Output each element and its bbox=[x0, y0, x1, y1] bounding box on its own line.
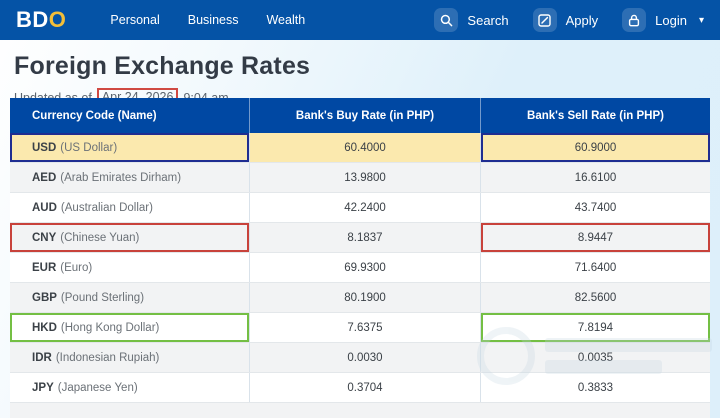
currency-name: (Indonesian Rupiah) bbox=[55, 351, 160, 364]
nav-link-wealth[interactable]: Wealth bbox=[266, 13, 306, 27]
currency-cell: GBP (Pound Sterling) bbox=[10, 283, 249, 312]
currency-cell: AED (Arab Emirates Dirham) bbox=[10, 163, 249, 192]
buy-rate-cell: 7.6375 bbox=[249, 313, 480, 342]
nav-actions: Search Apply Login ▾ bbox=[420, 8, 704, 32]
currency-code: GBP bbox=[32, 291, 57, 304]
currency-code: AUD bbox=[32, 201, 57, 214]
search-button[interactable]: Search bbox=[434, 8, 509, 32]
buy-rate-cell: 0.0030 bbox=[249, 343, 480, 372]
table-row-usd: USD (US Dollar) 60.4000 60.9000 bbox=[10, 133, 710, 163]
sell-rate-cell: 82.5600 bbox=[480, 283, 710, 312]
table-row-jpy: JPY (Japanese Yen) 0.3704 0.3833 bbox=[10, 373, 710, 403]
table-row-gbp: GBP (Pound Sterling) 80.1900 82.5600 bbox=[10, 283, 710, 313]
table-row-aud: AUD (Australian Dollar) 42.2400 43.7400 bbox=[10, 193, 710, 223]
currency-name: (Chinese Yuan) bbox=[60, 231, 140, 244]
currency-cell: AUD (Australian Dollar) bbox=[10, 193, 249, 222]
sell-rate-cell: 71.6400 bbox=[480, 253, 710, 282]
table-row-idr: IDR (Indonesian Rupiah) 0.0030 0.0035 bbox=[10, 343, 710, 373]
currency-cell: HKD (Hong Kong Dollar) bbox=[10, 313, 249, 342]
currency-code: CNY bbox=[32, 231, 57, 244]
buy-rate-cell: 80.1900 bbox=[249, 283, 480, 312]
fx-rates-table: Currency Code (Name) Bank's Buy Rate (in… bbox=[10, 98, 710, 418]
sell-rate-cell: 43.7400 bbox=[480, 193, 710, 222]
sell-rate-cell: 8.9447 bbox=[480, 223, 710, 252]
table-body: USD (US Dollar) 60.4000 60.9000 AED (Arab Emi… bbox=[10, 133, 710, 418]
table-row-hkd: HKD (Hong Kong Dollar) 7.6375 7.8194 bbox=[10, 313, 710, 343]
column-header-sell-rate: Bank's Sell Rate (in PHP) bbox=[480, 98, 710, 133]
login-label: Login bbox=[655, 12, 687, 28]
nav-links: Personal Business Wealth bbox=[110, 13, 305, 27]
currency-code: EUR bbox=[32, 261, 57, 274]
currency-cell: EUR (Euro) bbox=[10, 253, 249, 282]
sell-rate-cell: 0.3833 bbox=[480, 373, 710, 402]
table-row-cny: CNY (Chinese Yuan) 8.1837 8.9447 bbox=[10, 223, 710, 253]
sell-rate-cell: 16.6100 bbox=[480, 163, 710, 192]
currency-code: AED bbox=[32, 171, 57, 184]
logo-bd: BD bbox=[16, 7, 49, 32]
currency-cell: CNY (Chinese Yuan) bbox=[10, 223, 249, 252]
buy-rate-cell: 69.9300 bbox=[249, 253, 480, 282]
column-header-currency: Currency Code (Name) bbox=[32, 109, 157, 122]
apply-edit-icon bbox=[532, 8, 557, 32]
sell-rate-cell: 0.0035 bbox=[480, 343, 710, 372]
page-header: Foreign Exchange Rates Updated as of Apr… bbox=[0, 40, 720, 107]
logo-o: O bbox=[48, 7, 67, 32]
currency-cell: JPY (Japanese Yen) bbox=[10, 373, 249, 402]
currency-cell: IDR (Indonesian Rupiah) bbox=[10, 343, 249, 372]
lock-icon bbox=[622, 8, 647, 32]
buy-rate-cell: 42.2400 bbox=[249, 193, 480, 222]
buy-rate-cell: 13.9800 bbox=[249, 163, 480, 192]
apply-button[interactable]: Apply bbox=[532, 8, 599, 32]
apply-label: Apply bbox=[565, 12, 599, 28]
table-row-eur: EUR (Euro) 69.9300 71.6400 bbox=[10, 253, 710, 283]
nav-link-business[interactable]: Business bbox=[187, 13, 239, 27]
currency-name: (Australian Dollar) bbox=[60, 201, 153, 214]
currency-name: (Arab Emirates Dirham) bbox=[60, 171, 182, 184]
currency-code: JPY bbox=[32, 381, 54, 394]
currency-code: HKD bbox=[32, 321, 57, 334]
currency-code: USD bbox=[32, 141, 57, 154]
bdo-logo[interactable]: BDO bbox=[16, 7, 66, 33]
login-button[interactable]: Login ▾ bbox=[622, 8, 704, 32]
currency-name: (Pound Sterling) bbox=[60, 291, 145, 304]
search-icon bbox=[434, 8, 459, 32]
currency-cell: USD (US Dollar) bbox=[10, 133, 249, 162]
currency-name: (Japanese Yen) bbox=[57, 381, 138, 394]
currency-name: (US Dollar) bbox=[60, 141, 118, 154]
chevron-down-icon: ▾ bbox=[698, 14, 704, 26]
column-header-buy-rate: Bank's Buy Rate (in PHP) bbox=[249, 98, 480, 133]
table-header-row: Currency Code (Name) Bank's Buy Rate (in… bbox=[10, 98, 710, 133]
currency-name: (Euro) bbox=[60, 261, 93, 274]
currency-code: IDR bbox=[32, 351, 52, 364]
sell-rate-cell: 7.8194 bbox=[480, 313, 710, 342]
currency-name: (Hong Kong Dollar) bbox=[60, 321, 160, 334]
buy-rate-cell: 0.3704 bbox=[249, 373, 480, 402]
top-nav: BDO Personal Business Wealth Search Appl… bbox=[0, 0, 720, 40]
table-row-aed: AED (Arab Emirates Dirham) 13.9800 16.6100 bbox=[10, 163, 710, 193]
nav-link-personal[interactable]: Personal bbox=[110, 13, 160, 27]
buy-rate-cell: 8.1837 bbox=[249, 223, 480, 252]
buy-rate-cell: 60.4000 bbox=[249, 133, 480, 162]
sell-rate-cell: 60.9000 bbox=[480, 133, 710, 162]
search-label: Search bbox=[467, 12, 509, 28]
page-title: Foreign Exchange Rates bbox=[14, 52, 311, 80]
